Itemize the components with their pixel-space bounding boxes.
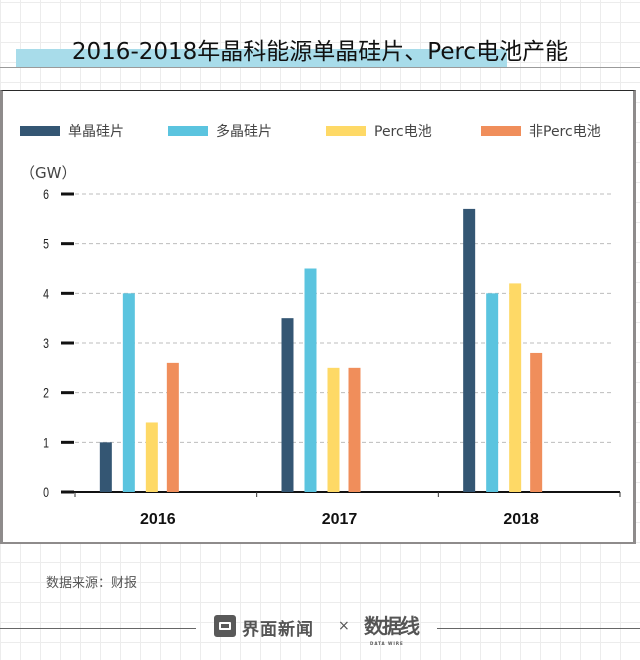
bar xyxy=(463,208,476,492)
footer-brand: 界面新闻 xyxy=(242,620,314,640)
bar xyxy=(486,293,499,492)
y-tick-label: 4 xyxy=(43,286,49,302)
bar xyxy=(530,352,543,492)
y-tick-label: 3 xyxy=(43,336,49,352)
y-tick-label: 0 xyxy=(43,485,49,501)
bar xyxy=(509,283,522,492)
legend-item-multi-wafer: 多晶硅片 xyxy=(168,121,272,141)
title-underline xyxy=(0,67,640,68)
footer-divider-right xyxy=(437,628,640,629)
bar xyxy=(281,318,294,492)
y-tick-label: 6 xyxy=(43,187,49,203)
bar xyxy=(145,422,158,492)
legend-item-mono-wafer: 单晶硅片 xyxy=(20,121,124,141)
legend-label: Perc电池 xyxy=(374,124,432,140)
legend-swatch xyxy=(326,126,366,136)
y-axis-unit-label: （GW） xyxy=(20,164,77,182)
x-tick-label: 2017 xyxy=(322,511,358,528)
jiemian-logo-icon xyxy=(214,615,236,637)
legend-swatch xyxy=(168,126,208,136)
legend-label: 多晶硅片 xyxy=(216,124,272,140)
bar xyxy=(99,442,112,492)
x-tick-label: 2016 xyxy=(140,511,176,528)
footer-times: × xyxy=(338,618,350,634)
legend-label: 单晶硅片 xyxy=(68,124,124,140)
bar xyxy=(122,293,135,492)
bar xyxy=(166,362,179,492)
footer-divider-left xyxy=(0,628,196,629)
footer-partner-logo: 数据线 xyxy=(364,614,420,638)
legend-item-perc-cell: Perc电池 xyxy=(326,121,432,141)
chart-title: 2016-2018年晶科能源单晶硅片、Perc电池产能 xyxy=(71,39,569,65)
title-highlight-band xyxy=(16,49,507,67)
data-source: 数据来源：财报 xyxy=(46,576,138,591)
y-tick-label: 1 xyxy=(43,435,49,451)
footer-partner-sub: DATA WIRE xyxy=(370,641,404,646)
x-tick-label: 2018 xyxy=(503,511,539,528)
legend-swatch xyxy=(20,126,60,136)
y-tick-label: 5 xyxy=(43,236,49,252)
legend-label: 非Perc电池 xyxy=(529,124,601,140)
bar xyxy=(327,367,340,492)
legend: 单晶硅片 多晶硅片 Perc电池 非Perc电池 xyxy=(0,121,640,141)
bar xyxy=(348,367,361,492)
y-tick-label: 2 xyxy=(43,385,49,401)
legend-item-non-perc-cell: 非Perc电池 xyxy=(481,121,601,141)
legend-swatch xyxy=(481,126,521,136)
bar xyxy=(304,268,317,492)
